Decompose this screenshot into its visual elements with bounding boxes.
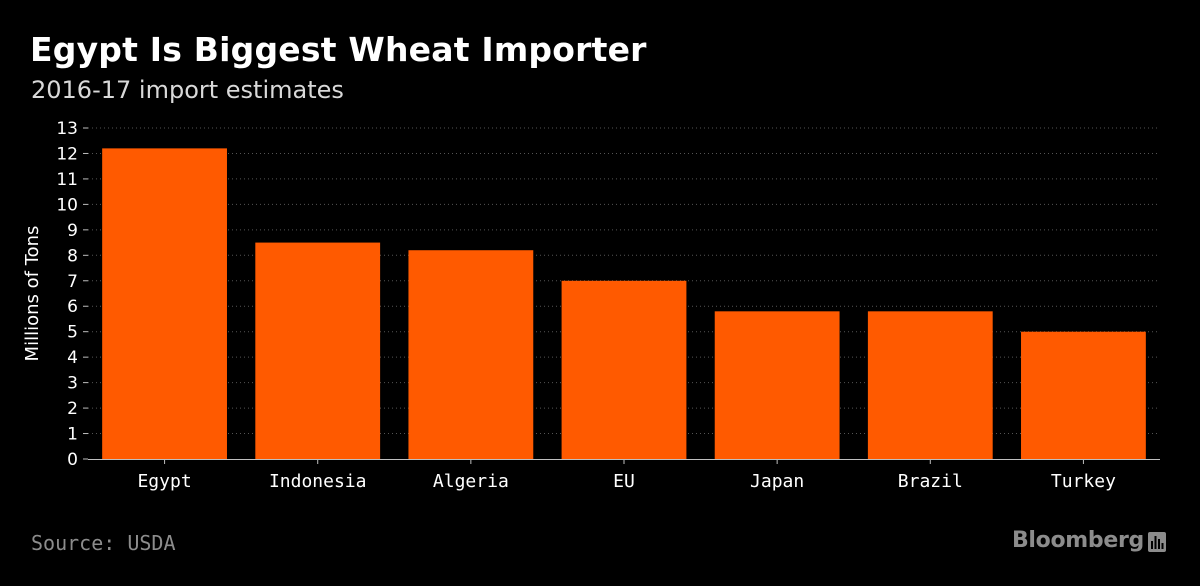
y-tick-label: 6	[67, 297, 78, 317]
bloomberg-logo: Bloomberg	[1011, 528, 1144, 553]
y-tick-label: 0	[67, 450, 78, 470]
bar-egypt	[102, 148, 227, 459]
y-tick-label: 5	[67, 323, 78, 343]
bars	[102, 148, 1146, 459]
y-tick-label: 10	[56, 195, 78, 215]
bloomberg-chart-icon	[1148, 532, 1166, 552]
bar-turkey	[1021, 331, 1146, 459]
x-tick-label-algeria: Algeria	[433, 471, 509, 492]
bar-eu	[561, 280, 687, 459]
chart-subtitle: 2016-17 import estimates	[31, 76, 344, 104]
y-tick-label: 1	[67, 425, 78, 445]
x-tick-label-egypt: Egypt	[137, 471, 191, 492]
y-tick-label: 2	[67, 399, 78, 419]
bar-algeria	[408, 250, 534, 459]
y-tick-label: 9	[67, 221, 78, 241]
y-tick-label: 12	[56, 144, 78, 164]
x-tick-label-indonesia: Indonesia	[269, 471, 367, 492]
x-tick-label-turkey: Turkey	[1051, 471, 1116, 492]
chart-title: Egypt Is Biggest Wheat Importer	[30, 30, 647, 69]
x-tick-label-brazil: Brazil	[898, 471, 963, 492]
source-note: Source: USDA	[31, 531, 176, 555]
bar-japan	[714, 311, 840, 459]
x-tick-label-eu: EU	[613, 471, 635, 492]
y-tick-label: 4	[67, 348, 78, 368]
y-tick-label: 8	[67, 246, 78, 266]
x-tick-label-japan: Japan	[750, 471, 804, 492]
bar-indonesia	[255, 242, 381, 459]
y-tick-label: 3	[67, 374, 78, 394]
x-axis-ticks: Egypt Indonesia Algeria EU Japan Brazil Turkey	[137, 459, 1116, 492]
y-tick-label: 7	[67, 272, 78, 292]
y-axis-label: Millions of Tons	[22, 226, 43, 362]
y-tick-label: 11	[56, 170, 78, 190]
bar-brazil	[867, 311, 993, 459]
y-tick-label: 13	[56, 119, 78, 139]
